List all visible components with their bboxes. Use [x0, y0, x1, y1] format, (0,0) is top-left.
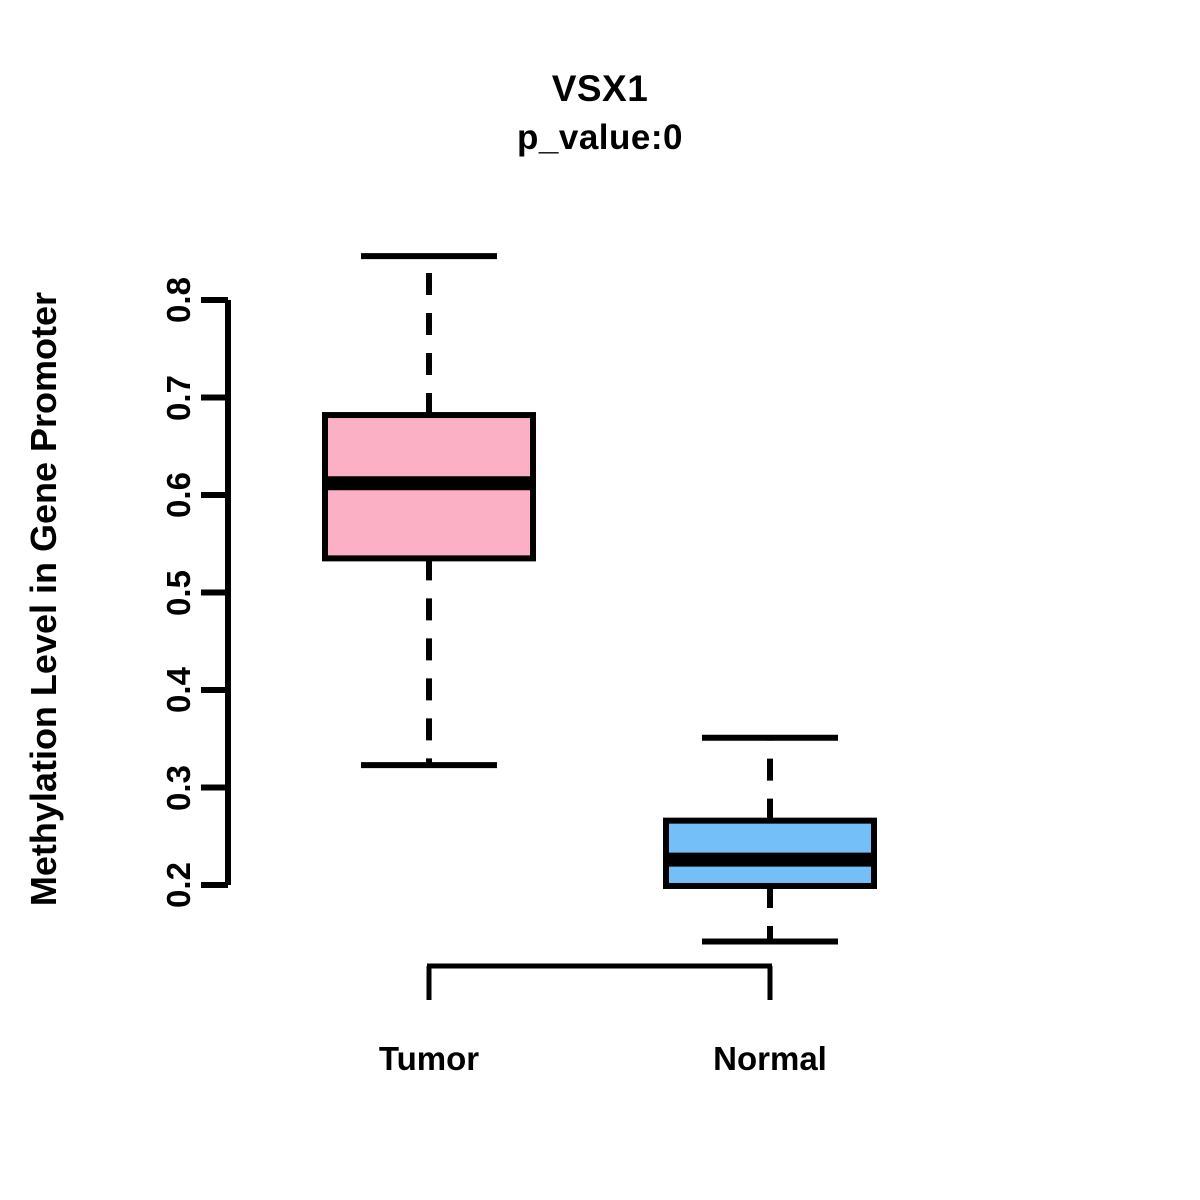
x-tick-label-tumor: Tumor: [378, 1040, 480, 1077]
x-tick-label-normal: Normal: [713, 1040, 827, 1077]
x-axis: [426, 963, 773, 1000]
page-title: VSX1: [551, 68, 649, 109]
y-tick-label: 0.3: [160, 764, 197, 811]
y-tick-label: 0.6: [160, 472, 197, 518]
box-series: [322, 253, 877, 945]
y-tick-label: 0.8: [160, 277, 197, 323]
y-axis: [201, 297, 231, 888]
box-normal: [663, 734, 877, 945]
y-tick-label: 0.5: [160, 569, 197, 616]
y-tick-label: 0.7: [160, 374, 197, 421]
box-tumor: [322, 253, 536, 769]
chart-subtitle-pvalue: p_value:0: [517, 118, 683, 157]
y-tick-label: 0.4: [160, 667, 197, 713]
y-tick-label: 0.2: [160, 862, 197, 908]
